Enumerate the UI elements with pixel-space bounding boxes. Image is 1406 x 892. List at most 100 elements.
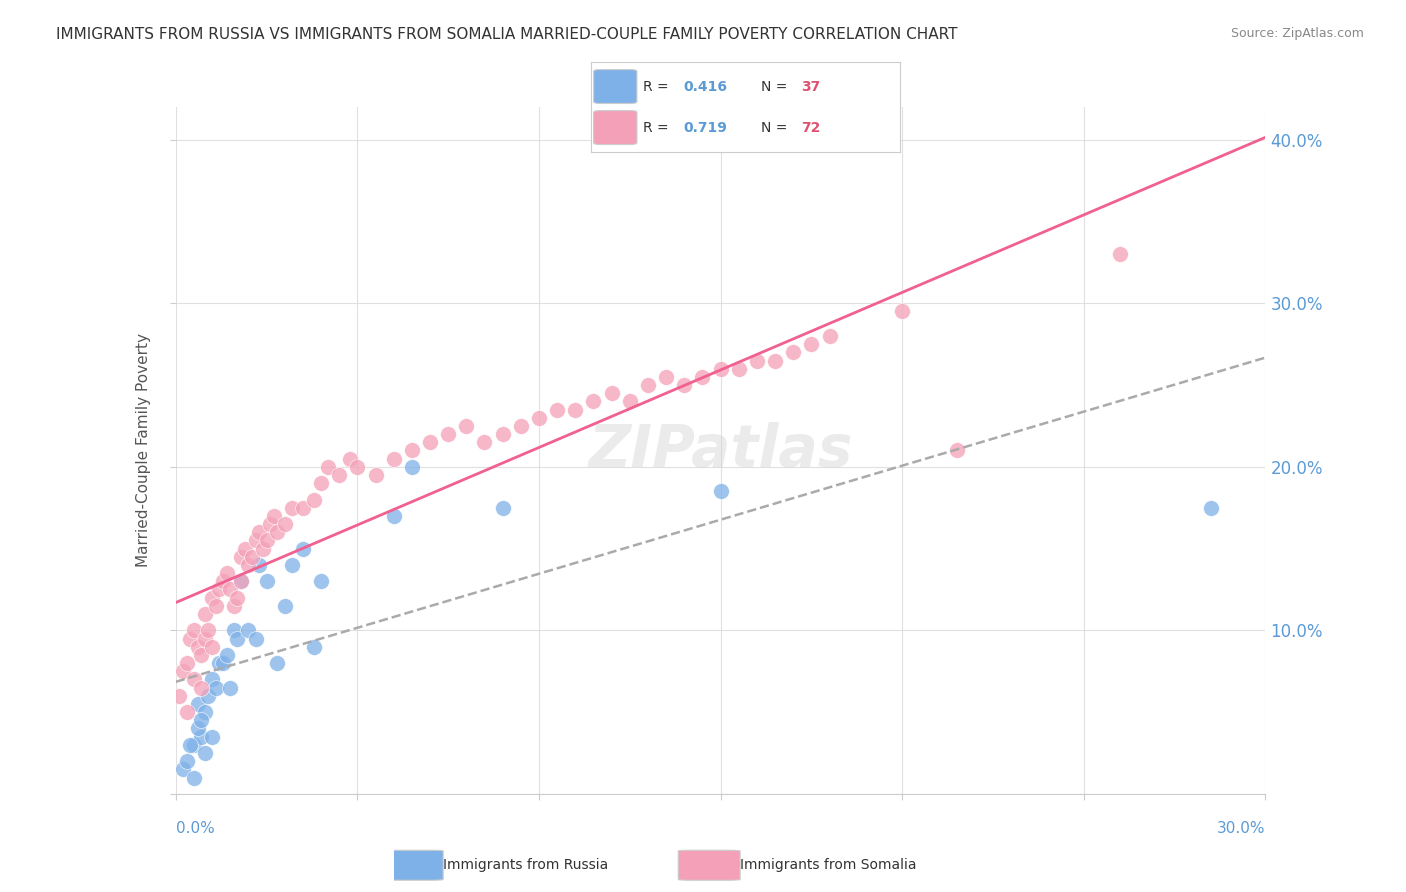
Point [492, 500, 515, 515]
Point [364, 467, 387, 482]
Point [256, 533, 278, 548]
Point [231, 574, 253, 589]
Point [437, 427, 460, 442]
Point [637, 378, 659, 392]
Point [1199, 500, 1222, 515]
Text: 37: 37 [801, 79, 820, 94]
Point [183, 738, 205, 752]
Text: N =: N = [761, 120, 792, 135]
Point [190, 730, 212, 744]
Text: Immigrants from Somalia: Immigrants from Somalia [740, 858, 917, 872]
Point [245, 533, 267, 548]
Point [401, 443, 423, 458]
Point [190, 714, 212, 728]
Point [219, 681, 242, 695]
Point [291, 500, 314, 515]
Point [212, 656, 235, 670]
Point [266, 656, 288, 670]
Point [274, 516, 297, 531]
Text: 0.416: 0.416 [683, 79, 727, 94]
Point [818, 329, 841, 343]
Point [382, 451, 405, 466]
Point [945, 443, 967, 458]
Text: 0.0%: 0.0% [176, 821, 215, 836]
Point [201, 673, 224, 687]
Point [259, 516, 281, 531]
Point [302, 640, 325, 654]
Point [208, 656, 231, 670]
Point [252, 541, 274, 556]
Point [212, 574, 235, 589]
Point [183, 624, 205, 638]
Text: IMMIGRANTS FROM RUSSIA VS IMMIGRANTS FROM SOMALIA MARRIED-COUPLE FAMILY POVERTY : IMMIGRANTS FROM RUSSIA VS IMMIGRANTS FRO… [56, 27, 957, 42]
Point [318, 459, 340, 474]
Point [419, 435, 441, 450]
Point [222, 624, 245, 638]
Point [219, 582, 242, 597]
Text: ZIPatlas: ZIPatlas [588, 422, 853, 479]
Point [233, 541, 256, 556]
Point [247, 558, 270, 572]
Point [201, 591, 224, 605]
Point [710, 484, 733, 499]
Point [727, 361, 749, 376]
Point [226, 632, 249, 646]
Point [546, 402, 568, 417]
FancyBboxPatch shape [381, 850, 443, 880]
FancyBboxPatch shape [678, 850, 740, 880]
Text: R =: R = [643, 120, 673, 135]
Point [179, 738, 201, 752]
Point [1109, 247, 1132, 261]
Point [186, 722, 209, 736]
Point [619, 394, 641, 409]
Point [281, 500, 304, 515]
Point [891, 304, 914, 318]
Point [745, 353, 768, 368]
Text: 72: 72 [801, 120, 820, 135]
Point [186, 640, 209, 654]
Point [183, 771, 205, 785]
Point [302, 492, 325, 507]
Point [763, 353, 786, 368]
Point [201, 640, 224, 654]
Point [215, 566, 238, 580]
Point [456, 418, 478, 433]
Point [238, 624, 260, 638]
Point [176, 705, 198, 719]
Point [564, 402, 586, 417]
Point [222, 599, 245, 613]
Point [245, 632, 267, 646]
Point [183, 673, 205, 687]
Point [582, 394, 605, 409]
Point [655, 369, 678, 384]
Point [309, 476, 332, 491]
Point [247, 525, 270, 540]
Point [692, 369, 714, 384]
Point [215, 648, 238, 662]
Point [274, 599, 297, 613]
FancyBboxPatch shape [593, 70, 637, 103]
Point [194, 746, 217, 760]
Point [172, 664, 194, 679]
Point [197, 624, 219, 638]
Point [194, 607, 217, 621]
Point [281, 558, 304, 572]
FancyBboxPatch shape [593, 111, 637, 145]
Point [194, 632, 217, 646]
Text: R =: R = [643, 79, 673, 94]
Point [240, 549, 263, 564]
Point [509, 418, 531, 433]
Point [527, 410, 550, 425]
Point [328, 467, 350, 482]
Point [401, 459, 423, 474]
Text: 0.719: 0.719 [683, 120, 727, 135]
Point [600, 386, 623, 401]
Point [194, 705, 217, 719]
Point [492, 427, 515, 442]
Point [204, 681, 226, 695]
Point [263, 508, 285, 523]
Point [710, 361, 733, 376]
Point [339, 451, 361, 466]
Point [266, 525, 288, 540]
Point [673, 378, 696, 392]
